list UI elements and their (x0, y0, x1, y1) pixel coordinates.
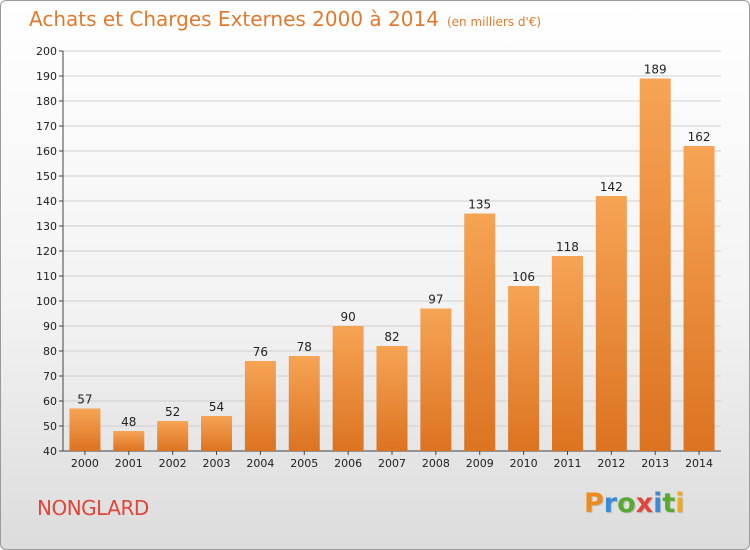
y-tick-label: 160 (36, 145, 57, 158)
x-tick-label-2009: 2009 (466, 457, 494, 470)
x-tick-label-2013: 2013 (641, 457, 669, 470)
title-block: Achats et Charges Externes 2000 à 2014 (e… (29, 7, 541, 31)
logo-letter: t (662, 488, 676, 519)
y-tick-label: 150 (36, 170, 57, 183)
x-tick-label-2010: 2010 (510, 457, 538, 470)
chart-unit: (en milliers d'€) (446, 15, 542, 29)
bar-2013 (639, 78, 671, 451)
bar-2001 (113, 431, 145, 451)
logo-letter: o (617, 488, 636, 519)
x-tick-label-2001: 2001 (115, 457, 143, 470)
y-tick-label: 60 (43, 395, 57, 408)
y-tick-label: 40 (43, 445, 57, 458)
commune-name: NONGLARD (37, 496, 149, 520)
value-label-2012: 142 (600, 180, 623, 194)
y-tick-label: 200 (36, 45, 57, 58)
logo-letter: r (603, 488, 618, 519)
bar-2005 (288, 356, 320, 451)
data-labels: 57 48 52 54 76 78 90 82 97 135 106 118 142 189 162 (77, 63, 710, 430)
chart-title: Achats et Charges Externes 2000 à 2014 (29, 7, 439, 31)
logo-letter: i (675, 488, 685, 519)
y-tick-label: 140 (36, 195, 57, 208)
x-tick-label-2008: 2008 (422, 457, 450, 470)
value-label-2009: 135 (468, 198, 491, 212)
y-tick-label: 120 (36, 245, 57, 258)
y-tick-label: 190 (36, 70, 57, 83)
bar-2008 (420, 308, 452, 451)
x-tick-label-2012: 2012 (597, 457, 625, 470)
bar-2003 (201, 416, 233, 451)
value-label-2008: 97 (428, 293, 443, 307)
bar-2004 (244, 361, 276, 451)
value-label-2003: 54 (209, 400, 224, 414)
value-label-2001: 48 (121, 415, 136, 429)
bar-2009 (464, 213, 496, 451)
value-label-2014: 162 (688, 130, 711, 144)
x-tick-label-2007: 2007 (378, 457, 406, 470)
bar-2012 (595, 196, 627, 451)
x-tick-label-2014: 2014 (685, 457, 713, 470)
value-label-2004: 76 (253, 345, 268, 359)
y-tick-label: 170 (36, 120, 57, 133)
value-label-2000: 57 (77, 393, 92, 407)
value-label-2006: 90 (340, 310, 355, 324)
bar-2014 (683, 146, 715, 451)
value-label-2013: 189 (644, 63, 667, 77)
bar-2010 (508, 286, 540, 451)
value-label-2010: 106 (512, 270, 535, 284)
value-label-2011: 118 (556, 240, 579, 254)
logo-letter: P (584, 488, 604, 519)
value-label-2005: 78 (297, 340, 312, 354)
y-tick-label: 80 (43, 345, 57, 358)
bar-2000 (69, 408, 101, 451)
bar-2007 (376, 346, 408, 451)
value-label-2002: 52 (165, 405, 180, 419)
bars (69, 78, 715, 451)
x-tick-label-2011: 2011 (553, 457, 581, 470)
x-tick-label-2002: 2002 (159, 457, 187, 470)
bar-2011 (551, 256, 583, 451)
bar-2002 (157, 421, 189, 451)
proxiti-logo: Proxiti (584, 488, 685, 519)
y-tick-label: 130 (36, 220, 57, 233)
logo-letter: x (635, 488, 654, 519)
x-tick-label-2006: 2006 (334, 457, 362, 470)
value-label-2007: 82 (384, 330, 399, 344)
y-tick-label: 50 (43, 420, 57, 433)
y-tick-label: 110 (36, 270, 57, 283)
y-tick-label: 70 (43, 370, 57, 383)
y-tick-label: 100 (36, 295, 57, 308)
y-tick-label: 90 (43, 320, 57, 333)
logo-letter: i (653, 488, 663, 519)
bar-2006 (332, 326, 364, 451)
x-tick-label-2005: 2005 (290, 457, 318, 470)
x-tick-label-2004: 2004 (246, 457, 274, 470)
x-tick-label-2000: 2000 (71, 457, 99, 470)
y-tick-label: 180 (36, 95, 57, 108)
x-tick-label-2003: 2003 (203, 457, 231, 470)
